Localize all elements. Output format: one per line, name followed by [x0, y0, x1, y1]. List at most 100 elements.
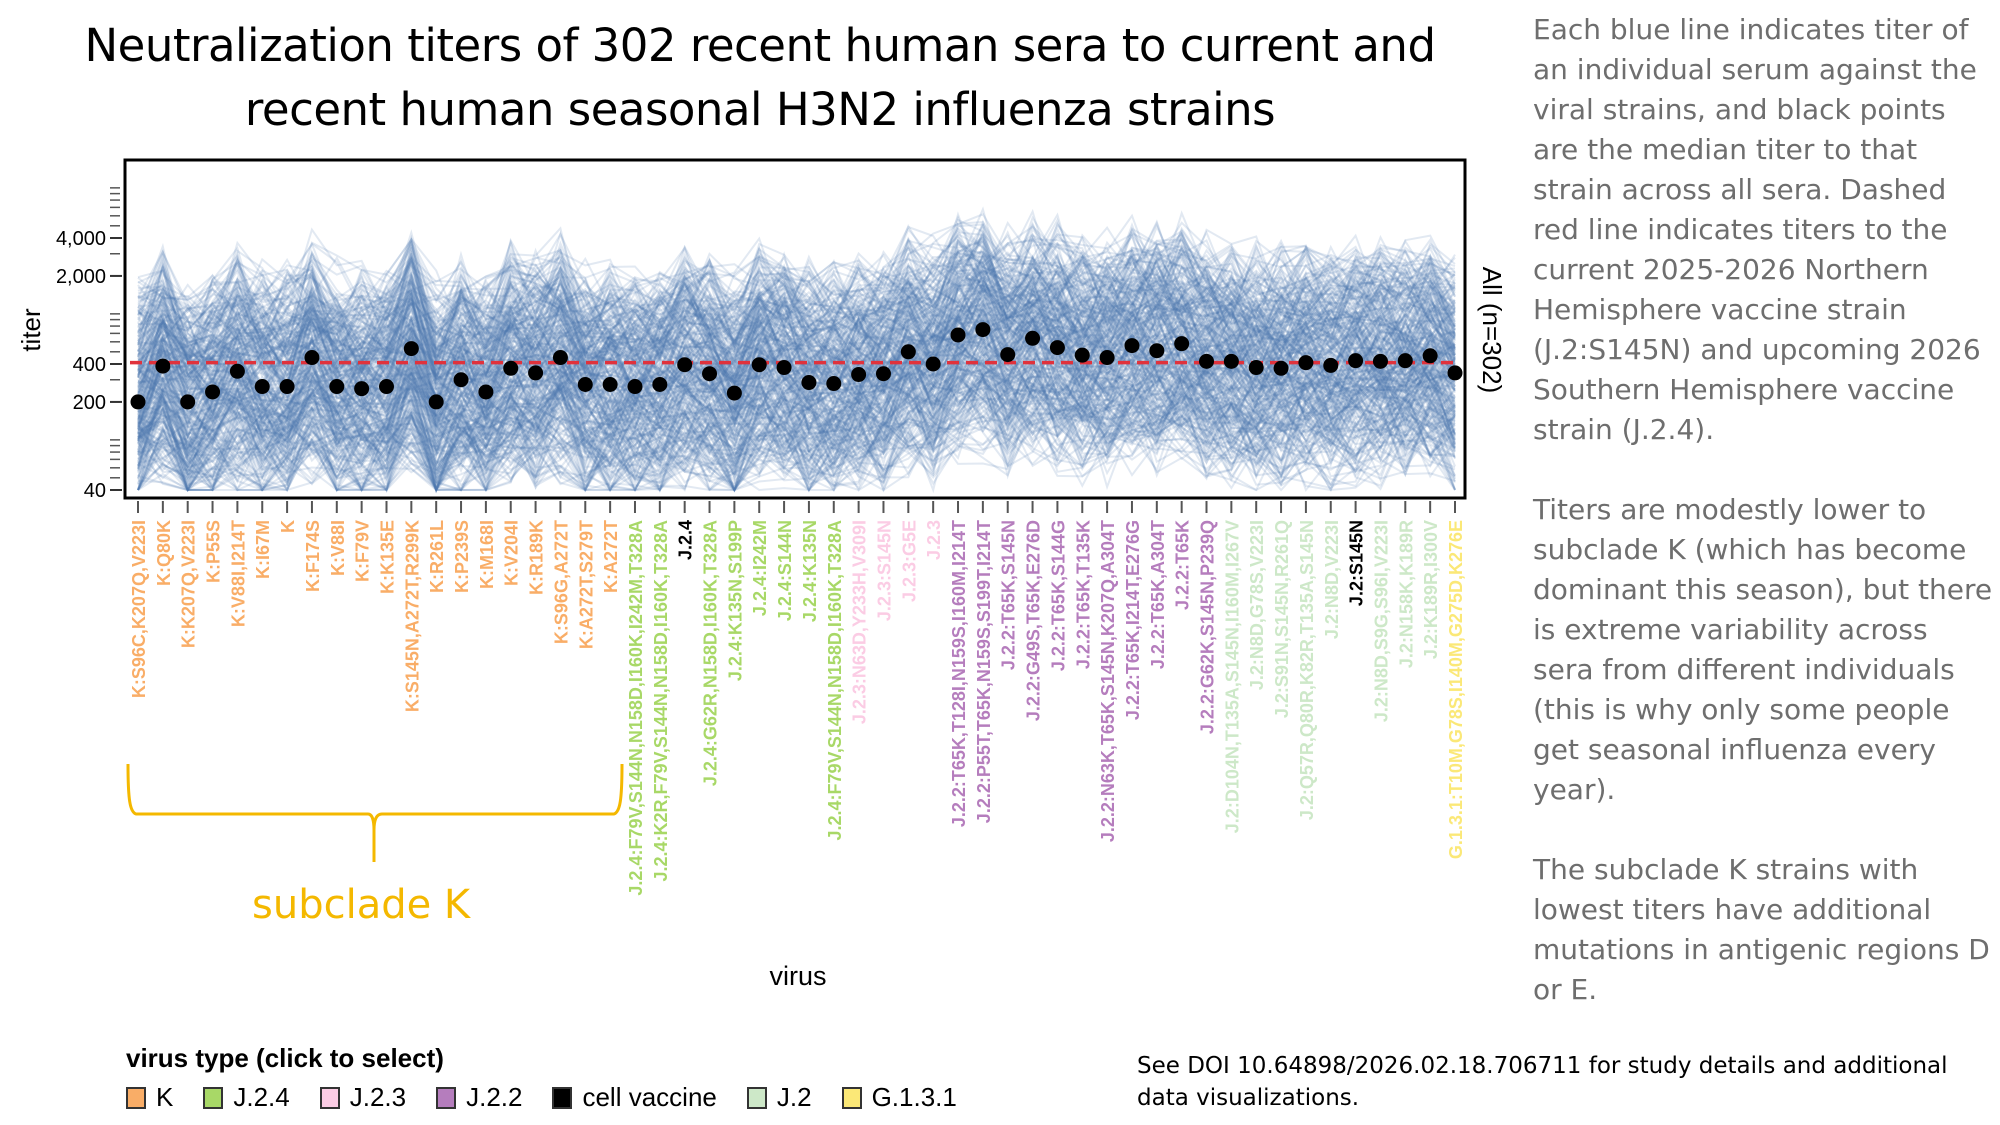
- median-point[interactable]: [1223, 353, 1239, 369]
- median-point[interactable]: [1074, 347, 1090, 363]
- median-point[interactable]: [1099, 350, 1115, 366]
- x-tick-label[interactable]: K:V88I: [328, 520, 348, 576]
- x-tick-label[interactable]: J.2.4:S144N: [775, 520, 795, 621]
- x-tick-label[interactable]: J.2:S91N,S145N,R261Q: [1272, 520, 1292, 718]
- median-point[interactable]: [304, 350, 320, 366]
- x-tick-label[interactable]: J.2:N8D,G78S,V223I: [1247, 520, 1267, 690]
- median-point[interactable]: [1149, 343, 1165, 359]
- x-tick-label[interactable]: J.2.2:T65K,S144G: [1048, 520, 1068, 671]
- x-tick-label[interactable]: J.2.2:T65K,I214T,E276G: [1123, 520, 1143, 720]
- median-point[interactable]: [950, 327, 966, 343]
- x-tick-label[interactable]: J.2.4:K135N: [800, 520, 820, 622]
- x-tick-label[interactable]: J.2.3: [924, 520, 944, 560]
- x-tick-label[interactable]: K:K135E: [377, 520, 397, 594]
- x-tick-label[interactable]: J.2.4:K2R,F79V,S144N,N158D,I160K,T328A: [651, 520, 671, 882]
- median-point[interactable]: [851, 367, 867, 383]
- median-point[interactable]: [702, 366, 718, 382]
- median-point[interactable]: [155, 358, 171, 374]
- x-tick-label[interactable]: J.2.4:I242M: [750, 520, 770, 616]
- x-tick-label[interactable]: K:R261L: [427, 520, 447, 593]
- x-tick-label[interactable]: K:I67M: [253, 520, 273, 579]
- x-tick-label[interactable]: K:S96C,K207Q,V223I: [129, 520, 149, 698]
- median-point[interactable]: [602, 377, 618, 393]
- median-point[interactable]: [478, 384, 494, 400]
- median-point[interactable]: [1025, 330, 1041, 346]
- median-point[interactable]: [552, 350, 568, 366]
- x-tick-label[interactable]: K:Q80K: [154, 520, 174, 586]
- median-point[interactable]: [279, 379, 295, 395]
- median-point[interactable]: [254, 379, 270, 395]
- legend-item-j24[interactable]: J.2.4: [203, 1082, 290, 1113]
- median-point[interactable]: [801, 375, 817, 391]
- x-tick-label[interactable]: K:R189K: [527, 520, 547, 595]
- median-point[interactable]: [1199, 353, 1215, 369]
- x-tick-label[interactable]: J.2.2:T65K,A304T: [1148, 520, 1168, 669]
- x-tick-label[interactable]: J.2.2:P55T,T65K,N159S,S199T,I214T: [974, 520, 994, 823]
- median-point[interactable]: [1447, 365, 1463, 381]
- x-tick-label[interactable]: K:S96G,A272T: [551, 520, 571, 644]
- x-tick-label[interactable]: K:P55S: [204, 520, 224, 583]
- median-point[interactable]: [652, 377, 668, 393]
- median-point[interactable]: [1248, 360, 1264, 376]
- x-tick-label[interactable]: K:F174S: [303, 520, 323, 592]
- median-point[interactable]: [403, 341, 419, 357]
- legend-item-j22[interactable]: J.2.2: [436, 1082, 522, 1113]
- x-tick-label[interactable]: J.2:Q57R,Q80R,K82R,T135A,S145N: [1297, 520, 1317, 820]
- x-tick-label[interactable]: J.2.4:F79V,S144N,N158D,I160K,I242M,T328A: [626, 520, 646, 896]
- x-tick-label[interactable]: J.2.2:G49S,T65K,E276D: [1024, 520, 1044, 721]
- median-point[interactable]: [875, 366, 891, 382]
- x-tick-label[interactable]: K:F79V: [353, 520, 373, 582]
- median-point[interactable]: [1397, 353, 1413, 369]
- x-tick-label[interactable]: J.2.2:G62K,S145N,P239Q: [1198, 520, 1218, 734]
- median-point[interactable]: [776, 360, 792, 376]
- x-tick-label[interactable]: J.2.2:T65K: [1173, 520, 1193, 610]
- x-tick-label[interactable]: J.2:N8D,V223I: [1322, 520, 1342, 639]
- x-tick-label[interactable]: J.2.3:S145N: [874, 520, 894, 621]
- median-point[interactable]: [503, 360, 519, 376]
- legend-item-j2[interactable]: J.2: [746, 1082, 812, 1113]
- x-tick-label[interactable]: J.2.2:T65K,S145N: [999, 520, 1019, 670]
- median-point[interactable]: [627, 379, 643, 395]
- median-point[interactable]: [1273, 360, 1289, 376]
- x-tick-label[interactable]: J.2:S145N: [1347, 520, 1367, 606]
- median-point[interactable]: [925, 356, 941, 372]
- median-point[interactable]: [1049, 340, 1065, 356]
- x-tick-label[interactable]: K:V204I: [502, 520, 522, 586]
- legend-item-cell-vaccine[interactable]: cell vaccine: [552, 1082, 717, 1113]
- legend-item-j23[interactable]: J.2.3: [319, 1082, 406, 1113]
- legend-item-g131[interactable]: G.1.3.1: [841, 1082, 957, 1113]
- median-point[interactable]: [329, 379, 345, 395]
- x-tick-label[interactable]: K:S145N,A272T,R299K: [402, 520, 422, 712]
- median-point[interactable]: [1298, 355, 1314, 371]
- median-point[interactable]: [577, 377, 593, 393]
- x-tick-label[interactable]: K: [278, 520, 298, 533]
- median-point[interactable]: [1124, 338, 1140, 354]
- x-tick-label[interactable]: J.2.2:N63K,T65K,S145N,K207Q,A304T: [1098, 520, 1118, 842]
- median-point[interactable]: [1174, 336, 1190, 352]
- median-point[interactable]: [528, 365, 544, 381]
- x-tick-label[interactable]: K:K207Q,V223I: [179, 520, 199, 648]
- x-tick-label[interactable]: J.2.3:N63D,Y233H,V309I: [850, 520, 870, 724]
- median-point[interactable]: [205, 384, 221, 400]
- median-point[interactable]: [453, 372, 469, 388]
- median-point[interactable]: [826, 376, 842, 392]
- x-tick-label[interactable]: K:P239S: [452, 520, 472, 593]
- median-point[interactable]: [1348, 353, 1364, 369]
- median-point[interactable]: [1372, 353, 1388, 369]
- median-point[interactable]: [229, 363, 245, 379]
- x-tick-label[interactable]: J.2:N158K,K189R: [1396, 520, 1416, 668]
- x-tick-label[interactable]: J.2:D104N,T135A,S145N,I160M,I267V: [1222, 520, 1242, 833]
- median-point[interactable]: [130, 394, 146, 410]
- x-tick-label[interactable]: J.2.3:G5E: [899, 520, 919, 602]
- median-point[interactable]: [1000, 347, 1016, 363]
- x-tick-label[interactable]: J.2.4:G62R,N158D,I160K,T328A: [701, 520, 721, 786]
- median-point[interactable]: [428, 394, 444, 410]
- median-point[interactable]: [751, 357, 767, 373]
- median-point[interactable]: [677, 357, 693, 373]
- x-tick-label[interactable]: G.1.3.1:T10M,G78S,I140M,G275D,K276E: [1446, 520, 1466, 859]
- x-tick-label[interactable]: J.2.4:F79V,S144N,N158D,I160K,T328A: [825, 520, 845, 841]
- x-tick-label[interactable]: K:V88I,I214T: [228, 520, 248, 627]
- median-point[interactable]: [726, 385, 742, 401]
- x-tick-label[interactable]: J.2:K189R,I300V: [1421, 520, 1441, 659]
- median-point[interactable]: [1422, 348, 1438, 364]
